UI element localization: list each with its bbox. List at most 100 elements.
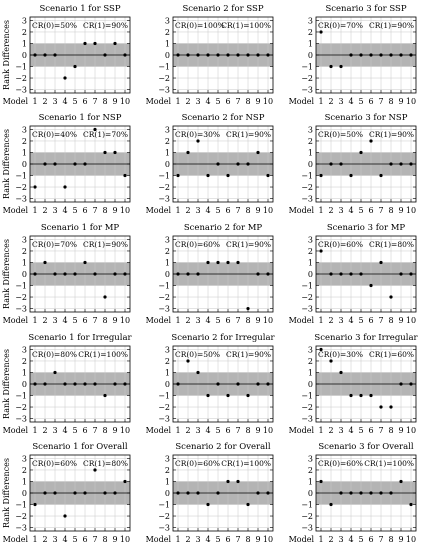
data-point <box>226 393 230 398</box>
x-axis-label: Model <box>3 97 29 106</box>
x-tick-label: 9 <box>255 97 260 106</box>
data-point <box>359 393 363 398</box>
y-tick-label: 3 <box>165 345 170 354</box>
x-tick-label: 5 <box>215 206 220 215</box>
cr1-annotation: CR(1)=90% <box>83 21 128 30</box>
x-tick-label: 8 <box>102 316 107 325</box>
x-tick-label: 5 <box>72 426 77 435</box>
chart-title: Scenario 2 for Overall <box>175 442 271 452</box>
y-tick-label: −2 <box>158 74 170 83</box>
x-tick-label: 10 <box>263 206 273 215</box>
x-tick-label: 7 <box>92 426 97 435</box>
x-tick-label: 8 <box>245 316 250 325</box>
data-point <box>113 382 117 386</box>
x-tick-label: 8 <box>245 426 250 435</box>
x-tick-label: 1 <box>175 97 180 106</box>
x-tick-label: 6 <box>225 316 230 325</box>
y-tick-label: 0 <box>22 270 27 279</box>
cr1-annotation: CR(1)=90% <box>226 240 271 249</box>
y-tick-label: −1 <box>158 392 170 401</box>
data-point <box>83 382 87 386</box>
x-tick-label: 4 <box>348 426 353 435</box>
x-tick-label: 6 <box>368 316 373 325</box>
x-tick-label: 8 <box>388 535 393 544</box>
y-axis-label: Rank Differences <box>2 129 11 199</box>
cr0-annotation: CR(0)=50% <box>318 130 363 139</box>
data-point <box>379 260 383 265</box>
y-tick-label: 1 <box>22 368 27 377</box>
y-tick-label: 2 <box>165 466 170 475</box>
y-tick-label: −2 <box>301 512 313 521</box>
x-tick-label: 8 <box>245 535 250 544</box>
cr0-annotation: CR(0)=60% <box>175 240 220 249</box>
x-tick-label: 5 <box>215 316 220 325</box>
x-tick-label: 2 <box>328 535 333 544</box>
x-tick-label: 7 <box>92 206 97 215</box>
y-tick-label: −2 <box>15 293 27 302</box>
x-tick-label: 6 <box>225 535 230 544</box>
y-tick-label: 0 <box>22 160 27 169</box>
data-point <box>399 272 403 276</box>
cr1-annotation: CR(1)=90% <box>83 240 128 249</box>
x-tick-label: 5 <box>358 426 363 435</box>
data-point <box>113 150 117 155</box>
cr1-annotation: CR(1)=80% <box>369 240 414 249</box>
y-tick-label: 3 <box>22 345 27 354</box>
x-tick-label: 6 <box>368 426 373 435</box>
data-point <box>113 41 117 46</box>
cr1-annotation: CR(1)=90% <box>226 130 271 139</box>
x-tick-label: 4 <box>62 206 67 215</box>
data-point <box>103 53 107 57</box>
x-tick-label: 9 <box>398 206 403 215</box>
y-tick-label: −1 <box>301 392 313 401</box>
data-point <box>389 295 393 299</box>
data-point <box>349 393 353 398</box>
data-point <box>176 382 180 386</box>
y-tick-label: −2 <box>15 74 27 83</box>
x-tick-label: 9 <box>398 97 403 106</box>
y-tick-label: −2 <box>158 512 170 521</box>
x-tick-label: 5 <box>358 316 363 325</box>
data-point <box>63 272 67 276</box>
x-axis-label: Model <box>3 426 29 435</box>
data-point <box>349 272 353 276</box>
y-tick-label: −2 <box>301 403 313 412</box>
x-tick-label: 3 <box>195 316 200 325</box>
x-tick-label: 1 <box>32 426 37 435</box>
data-point <box>369 491 373 495</box>
x-tick-label: 10 <box>263 426 273 435</box>
x-tick-label: 5 <box>72 316 77 325</box>
data-point <box>93 272 97 276</box>
data-point <box>266 382 270 386</box>
x-tick-label: 1 <box>318 206 323 215</box>
data-point <box>329 359 333 363</box>
x-tick-label: 3 <box>338 426 343 435</box>
y-tick-label: 2 <box>22 247 27 256</box>
x-tick-label: 4 <box>205 316 210 325</box>
cr0-annotation: CR(0)=40% <box>32 130 77 139</box>
x-axis-label: Model <box>3 316 29 325</box>
data-point <box>236 382 240 386</box>
x-tick-label: 2 <box>42 426 47 435</box>
y-tick-label: 2 <box>308 247 313 256</box>
data-point <box>186 150 190 155</box>
data-point <box>186 272 190 276</box>
x-tick-label: 3 <box>195 206 200 215</box>
x-tick-label: 9 <box>398 426 403 435</box>
y-tick-label: −2 <box>301 183 313 192</box>
data-point <box>319 173 323 178</box>
y-tick-label: 1 <box>308 477 313 486</box>
data-point <box>266 53 270 57</box>
data-point <box>329 162 333 166</box>
data-point <box>43 491 47 495</box>
y-tick-label: 0 <box>22 489 27 498</box>
x-tick-label: 7 <box>92 316 97 325</box>
x-tick-label: 7 <box>235 316 240 325</box>
data-point <box>53 272 57 276</box>
data-point <box>256 491 260 495</box>
x-tick-label: 1 <box>32 206 37 215</box>
x-tick-label: 6 <box>368 206 373 215</box>
